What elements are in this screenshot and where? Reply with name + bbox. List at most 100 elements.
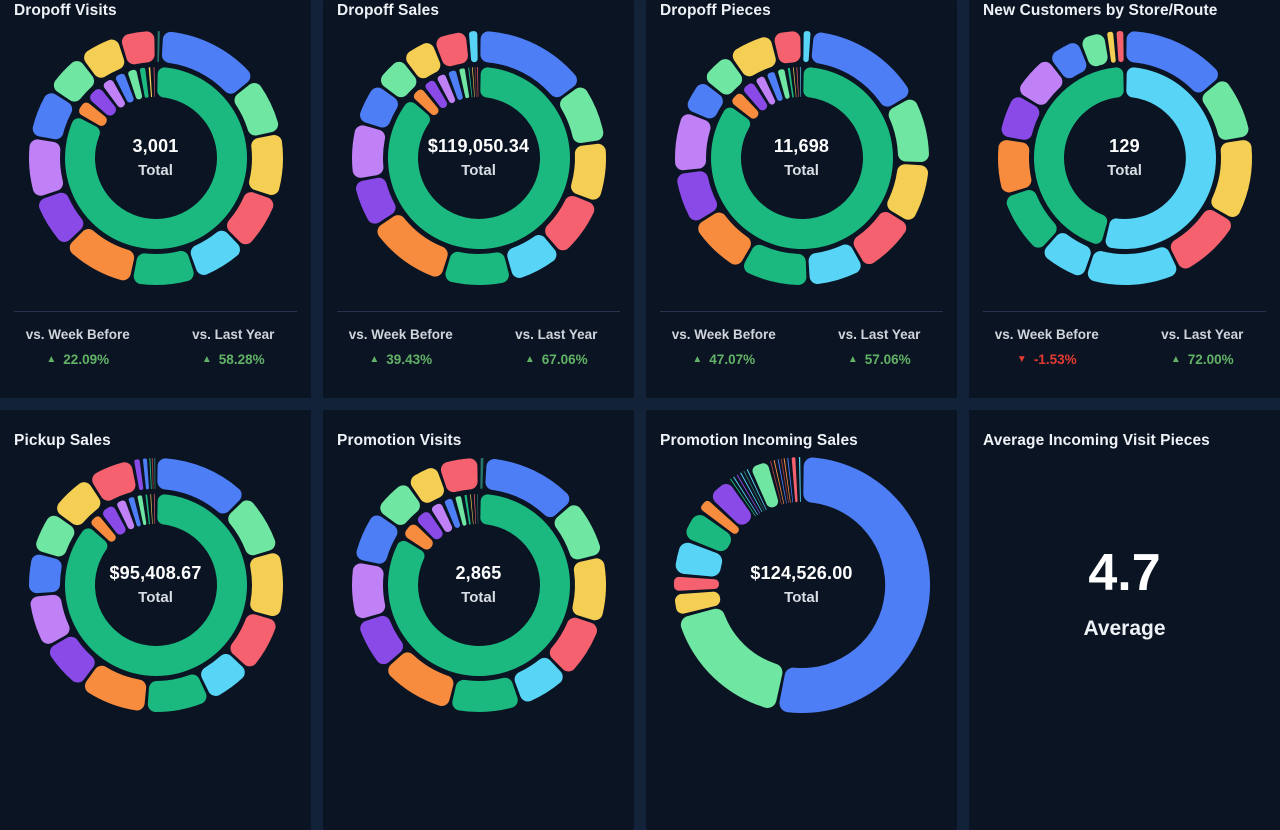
- donut-segment-lavender[interactable]: [675, 114, 711, 170]
- donut-segment-green[interactable]: [145, 494, 150, 524]
- card-title: Dropoff Visits: [14, 2, 117, 20]
- donut-segment-blue[interactable]: [779, 457, 930, 713]
- donut-segment-blue[interactable]: [28, 555, 61, 594]
- comparison-last-year: vs. Last Year ▲67.06%: [479, 327, 635, 367]
- donut-segment-cyan[interactable]: [808, 245, 860, 284]
- donut-segment-darkred[interactable]: [474, 67, 476, 97]
- donut-segment-lavender[interactable]: [28, 139, 62, 195]
- donut-segment-yellow[interactable]: [470, 494, 473, 524]
- donut-segment-yellow[interactable]: [250, 553, 283, 616]
- donut-segment-lavender[interactable]: [1020, 62, 1062, 105]
- donut-segment-yellow[interactable]: [887, 164, 928, 219]
- donut-segment-mint[interactable]: [380, 485, 420, 525]
- donut-segment-yellow[interactable]: [571, 144, 606, 200]
- donut-segment-blue[interactable]: [360, 88, 398, 128]
- donut-segment-yellow[interactable]: [793, 67, 796, 97]
- donut-segment-darkred[interactable]: [151, 458, 153, 489]
- donut-segment-red[interactable]: [477, 67, 478, 97]
- donut-segment-green[interactable]: [147, 674, 206, 712]
- donut-segment-cyan[interactable]: [201, 654, 245, 696]
- donut-segment-blue[interactable]: [356, 516, 397, 564]
- donut-segment-yellow[interactable]: [1211, 140, 1252, 217]
- donut-segment-mint[interactable]: [680, 609, 782, 708]
- donut-segment-teal[interactable]: [157, 31, 160, 62]
- donut-segment-yellow[interactable]: [148, 67, 151, 97]
- donut-segment-red[interactable]: [774, 31, 800, 63]
- donut-segment-cyan[interactable]: [798, 457, 800, 502]
- donut-segment-yellow[interactable]: [84, 40, 124, 78]
- donut-segment-purple[interactable]: [355, 178, 395, 224]
- donut-segment-red[interactable]: [153, 494, 154, 524]
- up-triangle-icon: ▲: [1171, 355, 1181, 365]
- donut-segment-yellow[interactable]: [150, 494, 152, 524]
- donut-chart[interactable]: [347, 26, 611, 290]
- donut-segment-red[interactable]: [440, 458, 477, 492]
- donut-segment-cyan[interactable]: [803, 31, 810, 62]
- donut-segment-cyan[interactable]: [799, 67, 800, 97]
- donut-segment-yellow[interactable]: [472, 67, 475, 97]
- donut-segment-green[interactable]: [388, 494, 570, 676]
- comparison-percent: 22.09%: [63, 352, 109, 367]
- donut-segment-red[interactable]: [796, 67, 798, 97]
- donut-chart[interactable]: [24, 453, 288, 717]
- donut-segment-lavender[interactable]: [352, 563, 385, 618]
- donut-segment-yellow[interactable]: [732, 37, 775, 76]
- card-title: Average Incoming Visit Pieces: [983, 432, 1210, 450]
- donut-segment-purple[interactable]: [1001, 97, 1039, 139]
- donut-segment-teal[interactable]: [477, 494, 478, 524]
- donut-segment-lavender[interactable]: [30, 595, 69, 644]
- donut-segment-cyan[interactable]: [1087, 247, 1175, 285]
- donut-segment-blue[interactable]: [32, 93, 71, 139]
- donut-segment-green[interactable]: [445, 252, 508, 285]
- up-triangle-icon: ▲: [848, 355, 858, 365]
- card-title: Pickup Sales: [14, 432, 111, 450]
- donut-chart[interactable]: [993, 26, 1257, 290]
- donut-segment-yellow[interactable]: [1107, 32, 1115, 63]
- donut-segment-green[interactable]: [468, 68, 472, 98]
- donut-segment-cyan[interactable]: [469, 31, 478, 62]
- comparison-value: ▲72.00%: [1125, 352, 1280, 367]
- comparison-value: ▲67.06%: [479, 352, 635, 367]
- donut-chart[interactable]: [670, 453, 934, 717]
- donut-segment-lavender[interactable]: [352, 125, 385, 177]
- donut-segment-green[interactable]: [149, 458, 151, 489]
- donut-segment-cyan[interactable]: [1044, 233, 1090, 275]
- donut-segment-mint[interactable]: [36, 516, 74, 557]
- donut-segment-red[interactable]: [92, 462, 135, 500]
- comparison-value: ▼-1.53%: [969, 352, 1125, 367]
- donut-segment-yellow[interactable]: [572, 558, 606, 620]
- donut-segment-red[interactable]: [153, 67, 154, 97]
- donut-segment-purple[interactable]: [134, 459, 143, 490]
- donut-segment-green[interactable]: [133, 251, 193, 285]
- comparison-label: vs. Last Year: [802, 327, 958, 342]
- donut-chart[interactable]: [670, 26, 934, 290]
- card-title: New Customers by Store/Route: [983, 2, 1217, 20]
- donut-segment-yellow[interactable]: [249, 135, 283, 195]
- donut-chart[interactable]: [347, 453, 611, 717]
- donut-segment-blue[interactable]: [142, 458, 148, 489]
- donut-segment-red[interactable]: [121, 31, 154, 64]
- comparisons: vs. Week Before▼-1.53%vs. Last Year▲72.0…: [969, 327, 1280, 367]
- donut-segment-red[interactable]: [674, 577, 719, 591]
- donut-segment-red[interactable]: [473, 494, 475, 524]
- donut-segment-teal[interactable]: [480, 458, 483, 489]
- donut-segment-mint[interactable]: [53, 61, 93, 101]
- comparison-value: ▲58.28%: [156, 352, 312, 367]
- donut-segment-green[interactable]: [452, 678, 517, 712]
- donut-segment-green[interactable]: [744, 245, 806, 285]
- donut-segment-red[interactable]: [791, 457, 797, 502]
- donut-segment-teal[interactable]: [154, 458, 155, 489]
- donut-segment-purple[interactable]: [677, 171, 717, 220]
- donut-segment-mint[interactable]: [888, 100, 928, 162]
- donut-segment-mint[interactable]: [1082, 34, 1107, 66]
- comparison-label: vs. Week Before: [323, 327, 479, 342]
- donut-segment-orange[interactable]: [998, 140, 1031, 192]
- donut-segment-red[interactable]: [436, 33, 468, 66]
- donut-segment-red[interactable]: [1116, 31, 1123, 62]
- donut-chart[interactable]: [24, 26, 288, 290]
- comparison-label: vs. Last Year: [479, 327, 635, 342]
